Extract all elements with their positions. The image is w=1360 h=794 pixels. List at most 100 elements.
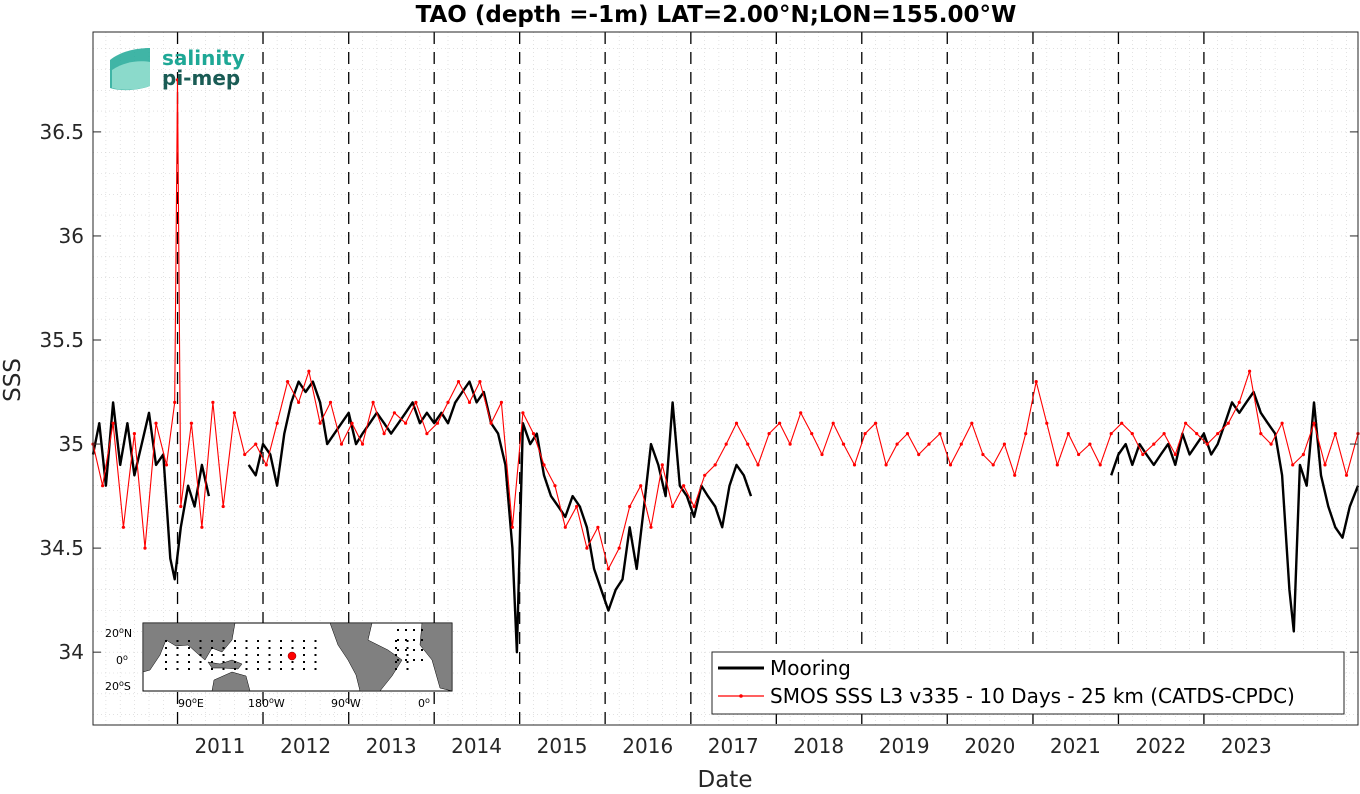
inset-mooring-dot [280,654,282,656]
smos-point [553,484,557,488]
smos-point [927,442,931,446]
inset-mooring-dot [314,654,317,656]
smos-point [585,546,589,550]
smos-point [852,463,857,467]
smos-point [1141,452,1145,457]
smos-point [297,400,301,404]
inset-mooring-dot [222,654,225,656]
inset-mooring-dot [405,629,407,631]
inset-mooring-dot [413,649,415,651]
smos-point [243,452,247,457]
inset-selected-mooring [287,651,297,661]
inset-mooring-dot [222,661,225,663]
x-tick-label-2011: 2011 [194,734,245,758]
smos-point [734,421,739,425]
smos-point [339,442,344,446]
inset-mooring-dot [165,668,167,670]
smos-point [606,567,611,571]
x-tick-label-2018: 2018 [793,734,844,758]
smos-point [1323,463,1327,467]
smos-point [1034,380,1038,384]
inset-mooring-dot [188,661,190,663]
smos-point [948,463,953,467]
smos-point [981,452,985,457]
smos-point [639,484,643,488]
smos-point [1226,421,1230,425]
smos-point [1205,442,1209,446]
inset-mooring-dot [268,640,271,642]
smos-point [164,463,169,467]
smos-point [328,400,333,404]
inset-mooring-dot [257,668,259,670]
smos-point [1312,421,1316,425]
smos-point [1259,432,1263,436]
smos-point [905,432,910,436]
inset-mooring-dot [245,647,248,649]
smos-point [510,525,514,529]
legend-box [711,651,1345,715]
x-tick-label-2017: 2017 [708,734,759,758]
inset-mooring-dot [395,668,397,670]
smos-point [660,463,664,467]
inset-mooring-dot [188,654,190,656]
smos-point [264,463,268,467]
smos-point [175,78,180,82]
inset-mooring-dot [397,629,399,631]
x-tick-label-2013: 2013 [366,734,417,758]
smos-point [596,525,600,529]
inset-lat-label-20s: 20oS [105,679,131,693]
inset-mooring-dot [406,654,409,656]
x-tick-label-2015: 2015 [537,734,588,758]
inset-mooring-dot [165,640,167,642]
legend-swatch-smos-marker [739,694,743,698]
smos-point [1024,432,1028,436]
x-tick-label-2023: 2023 [1221,734,1272,758]
smos-point [692,504,696,509]
inset-mooring-dot [395,661,397,663]
smos-point [489,421,493,425]
inset-mooring-dot [211,668,213,670]
inset-mooring-dot [291,661,294,663]
smos-point [154,421,158,425]
smos-point [1077,452,1081,457]
smos-point [1184,421,1188,425]
smos-point [778,421,782,425]
inset-mooring-dot [222,668,225,670]
smos-point [1344,473,1349,477]
smos-point [1237,400,1241,404]
inset-mooring-dot [199,654,202,656]
inset-mooring-dot [268,647,271,649]
inset-mooring-dot [211,654,213,656]
inset-mooring-dot [245,661,248,663]
smos-point [575,504,579,509]
inset-mooring-dot [303,668,305,670]
inset-mooring-dot [245,640,248,642]
chart-title: TAO (depth =-1m) LAT=2.00°N;LON=155.00°W [416,2,1017,28]
smos-point [874,421,878,425]
smos-point [563,525,567,529]
inset-mooring-dot [257,654,259,656]
smos-point [143,546,147,550]
smos-point [318,421,322,425]
inset-land-africa-asia [142,622,236,673]
y-axis-label: SSS [0,358,26,402]
smos-point [350,421,354,425]
inset-land-americas [329,622,403,692]
mooring-series [91,380,1360,654]
inset-mooring-dot [397,639,399,641]
inset-mooring-dot [165,661,167,663]
series-layer [91,78,1360,654]
smos-point [371,400,375,404]
smos-point [863,432,867,436]
inset-lon-label-180w: 180oW [248,696,285,710]
smos-point [799,411,803,415]
smos-point [1130,432,1134,436]
inset-mooring-dot [234,654,236,656]
smos-point [917,452,921,457]
smos-point [788,442,792,446]
inset-mooring-dot [199,647,202,649]
inset-mooring-dot [397,649,399,651]
inset-mooring-dot [222,647,225,649]
inset-mooring-dot [314,661,317,663]
